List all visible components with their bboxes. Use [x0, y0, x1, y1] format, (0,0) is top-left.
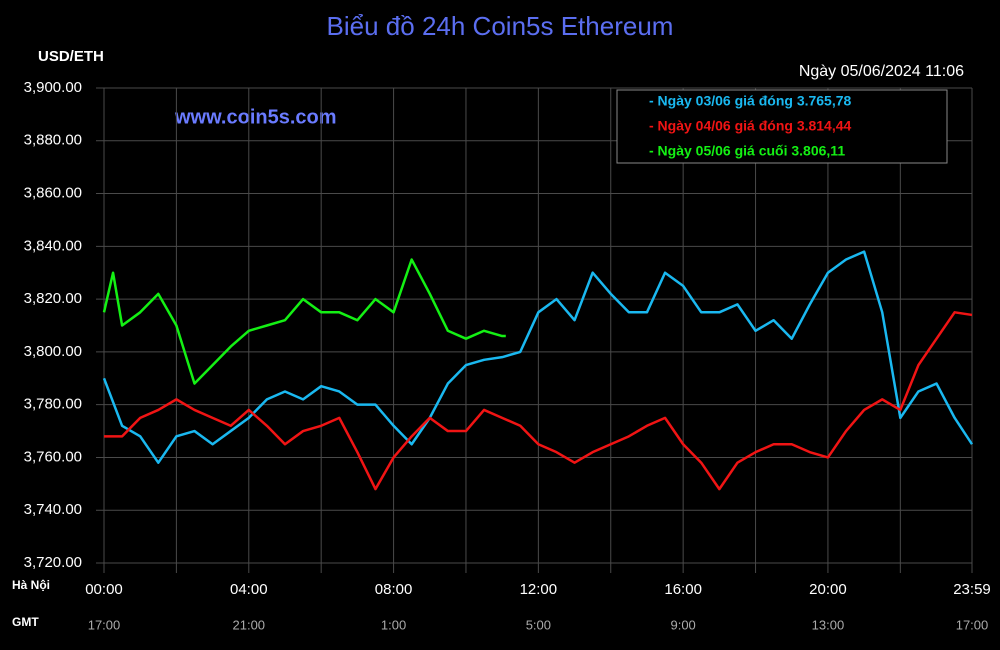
watermark: www.coin5s.com — [174, 106, 337, 128]
x-tick-label: 16:00 — [664, 581, 702, 598]
x-tick-label: 00:00 — [85, 581, 123, 598]
chart-title: Biểu đồ 24h Coin5s Ethereum — [327, 11, 674, 41]
y-tick-label: 3,900.00 — [24, 79, 82, 96]
y-tick-label: 3,720.00 — [24, 554, 82, 571]
row-label: Hà Nội — [12, 578, 50, 592]
gmt-label: 5:00 — [526, 617, 551, 632]
legend-entry: - Ngày 03/06 giá đóng 3.765,78 — [649, 93, 852, 109]
price-line — [102, 250, 974, 464]
x-tick-label: 20:00 — [809, 581, 847, 598]
y-tick-label: 3,760.00 — [24, 448, 82, 465]
gmt-label: 9:00 — [670, 617, 695, 632]
y-tick-label: 3,880.00 — [24, 132, 82, 149]
legend-entry: - Ngày 04/06 giá đóng 3.814,44 — [649, 118, 852, 134]
x-tick-label: 12:00 — [520, 581, 558, 598]
date-label: Ngày 05/06/2024 11:06 — [799, 63, 964, 80]
gmt-label: 21:00 — [233, 617, 266, 632]
legend-entry: - Ngày 05/06 giá cuối 3.806,11 — [649, 143, 845, 159]
y-axis-label: USD/ETH — [38, 48, 104, 65]
x-tick-label: 08:00 — [375, 581, 413, 598]
y-tick-label: 3,840.00 — [24, 237, 82, 254]
y-tick-label: 3,800.00 — [24, 343, 82, 360]
price-line — [102, 258, 506, 385]
gmt-label: 13:00 — [812, 617, 845, 632]
legend-box — [616, 89, 948, 164]
x-tick-label: 04:00 — [230, 581, 268, 598]
gmt-label: 17:00 — [956, 617, 989, 632]
gmt-label: 1:00 — [381, 617, 406, 632]
row-label: GMT — [12, 615, 39, 629]
y-tick-label: 3,740.00 — [24, 501, 82, 518]
gmt-label: 17:00 — [88, 617, 121, 632]
x-tick-label: 23:59 — [953, 581, 991, 598]
y-tick-label: 3,780.00 — [24, 396, 82, 413]
y-tick-label: 3,820.00 — [24, 290, 82, 307]
price-line — [104, 311, 973, 491]
y-tick-label: 3,860.00 — [24, 185, 82, 202]
